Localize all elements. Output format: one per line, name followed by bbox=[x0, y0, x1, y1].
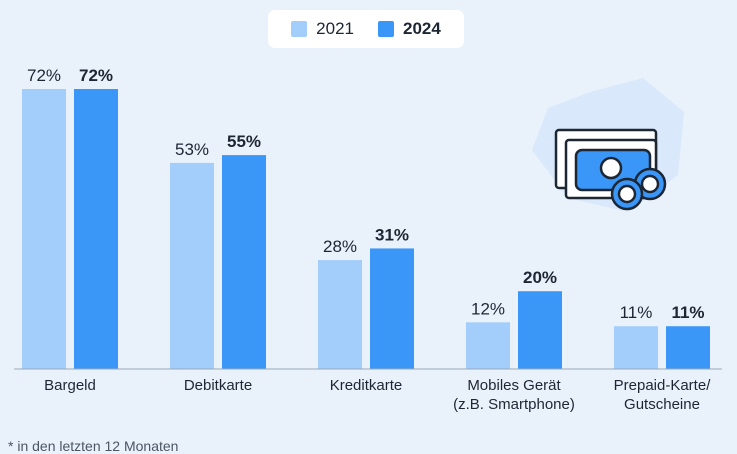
data-label-2021-4: 11% bbox=[620, 303, 653, 322]
legend: 2021 2024 bbox=[268, 10, 464, 48]
legend-item-2024[interactable]: 2024 bbox=[378, 19, 441, 39]
data-label-2021-3: 12% bbox=[471, 299, 505, 318]
bar-2024-3[interactable] bbox=[518, 291, 562, 369]
data-label-2024-0: 72% bbox=[79, 66, 113, 85]
legend-swatch-2021 bbox=[291, 21, 308, 37]
category-label-4: Prepaid-Karte/Gutscheine bbox=[614, 377, 712, 413]
cash-and-coins-icon bbox=[532, 78, 684, 212]
footnote: * in den letzten 12 Monaten bbox=[8, 438, 179, 454]
category-label-2: Kreditkarte bbox=[330, 377, 403, 394]
bar-2024-4[interactable] bbox=[666, 326, 710, 369]
legend-item-2021[interactable]: 2021 bbox=[291, 19, 354, 39]
bar-2024-2[interactable] bbox=[370, 248, 414, 369]
legend-label-2024: 2024 bbox=[403, 19, 441, 38]
data-label-2024-2: 31% bbox=[375, 225, 409, 244]
legend-swatch-2024 bbox=[378, 21, 394, 37]
bar-2024-0[interactable] bbox=[74, 89, 118, 369]
data-label-2024-4: 11% bbox=[671, 303, 704, 322]
bar-2024-1[interactable] bbox=[222, 155, 266, 369]
bar-2021-4[interactable] bbox=[614, 326, 658, 369]
bar-2021-2[interactable] bbox=[318, 260, 362, 369]
legend-label-2021: 2021 bbox=[316, 19, 354, 38]
category-label-0: Bargeld bbox=[44, 377, 96, 394]
bar-2021-1[interactable] bbox=[170, 162, 214, 369]
data-label-2024-1: 55% bbox=[227, 132, 261, 151]
data-label-2024-3: 20% bbox=[523, 268, 557, 287]
data-label-2021-2: 28% bbox=[323, 237, 357, 256]
data-label-2021-0: 72% bbox=[27, 66, 61, 85]
bar-2021-0[interactable] bbox=[22, 89, 66, 369]
category-label-3: Mobiles Gerät (z.B. Smartphone) bbox=[453, 377, 575, 413]
bar-2021-3[interactable] bbox=[466, 322, 510, 369]
data-label-2021-1: 53% bbox=[175, 140, 209, 159]
category-label-1: Debitkarte bbox=[184, 377, 252, 394]
